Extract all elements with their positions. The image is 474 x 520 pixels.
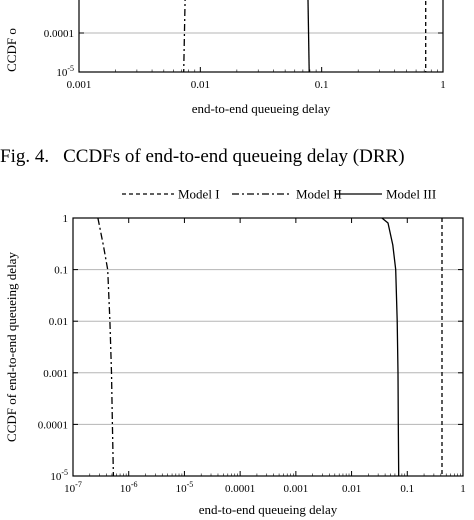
bottom-chart-xtick-label-0: 10-7 (64, 480, 82, 495)
top-chart-frame (78, 0, 444, 73)
bottom-chart-xtick-label-4: 0.001 (283, 483, 308, 495)
bottom-chart-ytick-label-4: 0.0001 (38, 419, 68, 431)
bottom-chart-series-model-ii (97, 218, 115, 476)
bottom-chart-xtick-label-2: 10-5 (176, 480, 194, 495)
bottom-chart-ylabel: CCDF of end-to-end queueing delay (4, 252, 19, 442)
bottom-chart-series-model-iii (381, 218, 400, 476)
legend-label-3: Model III (386, 187, 436, 202)
top-chart-xtick-label-1: 0.01 (191, 79, 210, 91)
top-chart-ytick-label-1-exponent: -5 (67, 64, 74, 73)
figure-caption: Fig. 4. CCDFs of end-to-end queueing dela… (0, 146, 405, 168)
bottom-chart-ytick-label-5-exponent: -5 (61, 468, 68, 477)
top-chart-xtick-label-0: 0.001 (67, 79, 92, 91)
bottom-chart-xtick-label-7: 1 (460, 483, 466, 495)
top-chart-series-model-iii (307, 0, 310, 72)
bottom-chart-xtick-label-1-exponent: -6 (131, 480, 138, 489)
top-chart-xlabel: end-to-end queueing delay (192, 101, 331, 116)
top-chart-ytick-label-0: 0.0001 (44, 28, 74, 40)
top-chart-ylabel: CCDF o (4, 28, 19, 72)
top-chart: 0.001 0.01 0.1 1 0.0001 10-5 end-to-end queuei… (4, 0, 446, 116)
bottom-chart-frame (72, 217, 464, 477)
figure-caption-text: CCDFs of end-to-end queueing delay (DRR) (63, 146, 405, 167)
bottom-chart-xlabel: end-to-end queueing delay (199, 502, 338, 517)
legend-label-2: Model II (296, 187, 342, 202)
bottom-chart-xtick-label-3: 0.0001 (225, 483, 255, 495)
bottom-chart-ytick-label-3: 0.001 (43, 368, 68, 380)
bottom-chart-xtick-label-5: 0.01 (342, 483, 361, 495)
bottom-chart-xtick-label-2-exponent: -5 (187, 480, 194, 489)
bottom-chart-ytick-label-1: 0.1 (54, 265, 68, 277)
bottom-chart-ytick-label-5: 10-5 (50, 468, 68, 483)
top-chart-xtick-label-2: 0.1 (315, 79, 329, 91)
bottom-chart-xtick-label-0-exponent: -7 (75, 480, 82, 489)
bottom-chart-ytick-label-2: 0.01 (49, 316, 68, 328)
bottom-chart-xtick-label-1: 10-6 (120, 480, 138, 495)
legend: Model I Model II Model III (122, 187, 436, 202)
bottom-chart-ytick-label-0: 1 (63, 213, 69, 225)
top-chart-ytick-label-1: 10-5 (56, 64, 74, 79)
top-chart-xtick-label-3: 1 (440, 79, 446, 91)
top-chart-series-model-ii (183, 0, 186, 72)
legend-label-1: Model I (178, 187, 220, 202)
figure-number: Fig. 4. (0, 146, 50, 167)
bottom-chart-xtick-label-6: 0.1 (400, 483, 414, 495)
bottom-chart: 10-7 10-6 10-5 0.0001 0.001 0.01 0.1 1 1 0.1 0.01 0… (4, 213, 466, 517)
